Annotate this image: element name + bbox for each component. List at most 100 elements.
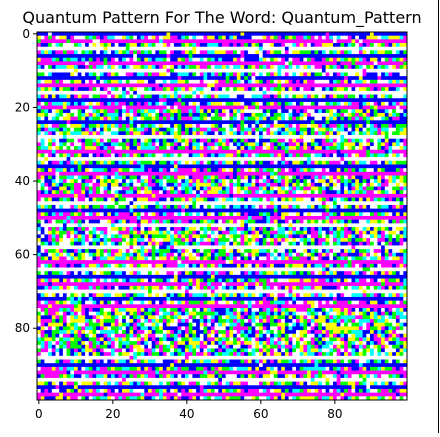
heatmap-cell — [307, 197, 312, 202]
heatmap-cell — [196, 204, 201, 209]
heatmap-cell — [251, 204, 256, 209]
heatmap-cell — [340, 46, 345, 51]
heatmap-cell — [236, 50, 241, 55]
heatmap-cell — [122, 39, 127, 44]
heatmap-cell — [255, 153, 260, 158]
heatmap-cell — [399, 146, 404, 151]
heatmap-cell — [270, 46, 275, 51]
heatmap-cell — [99, 65, 104, 70]
heatmap-cell — [170, 90, 175, 95]
heatmap-cell — [395, 90, 400, 95]
heatmap-cell — [151, 43, 156, 48]
heatmap-cell — [74, 138, 78, 143]
heatmap-cell — [236, 57, 241, 62]
heatmap-cell — [333, 32, 337, 36]
heatmap-cell — [155, 65, 160, 70]
heatmap-cell — [170, 201, 175, 206]
heatmap-cell — [333, 138, 337, 143]
heatmap-cell — [333, 101, 337, 106]
heatmap-cell — [303, 116, 308, 121]
heatmap-cell — [366, 50, 371, 55]
heatmap-cell — [347, 76, 352, 81]
heatmap-cell — [292, 90, 297, 95]
heatmap-cell — [85, 142, 90, 147]
heatmap-cell — [155, 201, 160, 206]
heatmap-cell — [262, 109, 267, 114]
heatmap-cell — [77, 204, 82, 209]
heatmap-cell — [55, 153, 60, 158]
heatmap-cell — [225, 120, 230, 125]
heatmap-cell — [210, 127, 215, 132]
heatmap-cell — [59, 43, 64, 48]
heatmap-cell — [181, 212, 186, 217]
heatmap-cell — [333, 135, 337, 140]
heatmap-cell — [336, 112, 341, 117]
heatmap-cell — [362, 54, 367, 59]
heatmap-cell — [370, 94, 374, 99]
heatmap-cell — [192, 98, 197, 103]
heatmap-cell — [255, 83, 260, 88]
heatmap-cell — [229, 35, 234, 40]
heatmap-cell — [395, 157, 400, 162]
heatmap-cell — [307, 83, 312, 88]
heatmap-cell — [111, 138, 115, 143]
heatmap-cell — [122, 120, 127, 125]
heatmap-cell — [125, 160, 130, 165]
heatmap-cell — [366, 109, 371, 114]
heatmap-cell — [166, 72, 171, 77]
heatmap-cell — [77, 160, 82, 165]
heatmap-cell — [44, 146, 49, 151]
heatmap-cell — [144, 182, 149, 187]
heatmap-cell — [199, 94, 204, 99]
heatmap-cell — [244, 182, 249, 187]
heatmap-cell — [307, 186, 312, 191]
heatmap-cell — [277, 57, 282, 62]
heatmap-cell — [125, 43, 130, 48]
heatmap-cell — [59, 57, 64, 62]
heatmap-cell — [96, 149, 101, 154]
heatmap-cell — [122, 186, 127, 191]
heatmap-cell — [188, 142, 193, 147]
heatmap-cell — [296, 127, 300, 132]
heatmap-cell — [85, 43, 90, 48]
heatmap-cell — [81, 120, 86, 125]
heatmap-cell — [373, 179, 378, 184]
heatmap-cell — [55, 120, 60, 125]
heatmap-cell — [325, 204, 330, 209]
heatmap-cell — [107, 72, 112, 77]
heatmap-cell — [40, 164, 45, 169]
heatmap-cell — [77, 146, 82, 151]
heatmap-cell — [111, 57, 115, 62]
heatmap-cell — [366, 90, 371, 95]
heatmap-cell — [59, 131, 64, 136]
heatmap-cell — [66, 90, 71, 95]
heatmap-cell — [81, 79, 86, 84]
heatmap-cell — [114, 149, 119, 154]
heatmap-cell — [296, 39, 300, 44]
heatmap-cell — [236, 101, 241, 106]
heatmap-cell — [244, 153, 249, 158]
heatmap-cell — [136, 72, 141, 77]
heatmap-cell — [192, 212, 197, 217]
heatmap-cell — [85, 171, 90, 176]
heatmap-cell — [96, 182, 101, 187]
heatmap-cell — [140, 138, 145, 143]
heatmap-cell — [114, 46, 119, 51]
heatmap-cell — [296, 142, 300, 147]
heatmap-cell — [222, 65, 226, 70]
heatmap-cell — [166, 164, 171, 169]
heatmap-cell — [288, 94, 293, 99]
heatmap-cell — [277, 98, 282, 103]
heatmap-cell — [40, 83, 45, 88]
heatmap-cell — [244, 50, 249, 55]
heatmap-cell — [81, 190, 86, 195]
heatmap-cell — [377, 193, 382, 198]
heatmap-cell — [399, 168, 404, 173]
heatmap-cell — [210, 65, 215, 70]
heatmap-cell — [284, 109, 289, 114]
heatmap-cell — [281, 204, 286, 209]
heatmap-cell — [284, 43, 289, 48]
heatmap-cell — [288, 72, 293, 77]
heatmap-cell — [240, 76, 245, 81]
heatmap-cell — [59, 124, 64, 128]
